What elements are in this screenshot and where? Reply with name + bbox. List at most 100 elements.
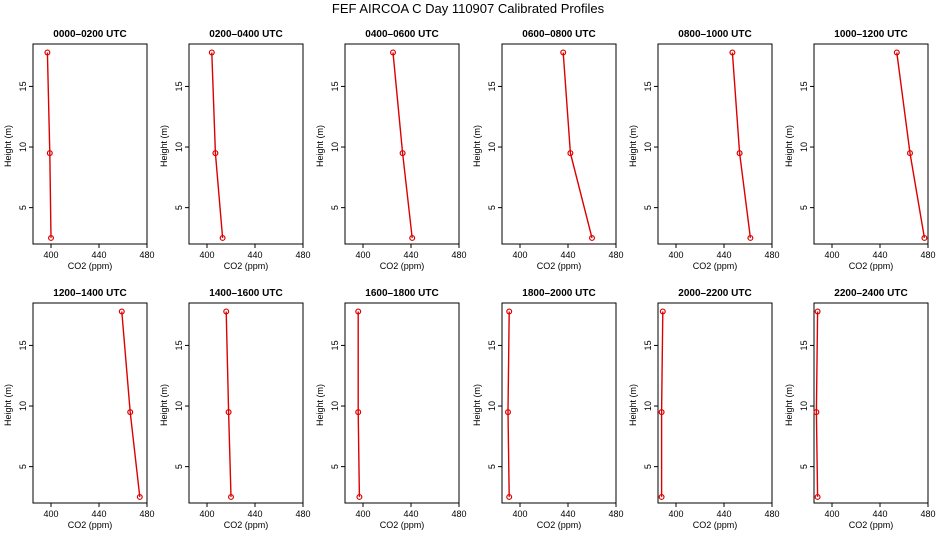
- plot-frame: [188, 43, 304, 245]
- y-tick-label: 10: [18, 142, 28, 152]
- panel-title: 1600–1800 UTC: [365, 288, 438, 299]
- profile-line: [225, 311, 232, 497]
- panel-3: 0400–0600 UTC 400 440 480 5 10 15 CO2 (ppm) Heig…: [315, 29, 467, 271]
- x-tick-label: 440: [91, 509, 106, 519]
- plot-frame: [501, 302, 617, 504]
- y-tick-label: 5: [174, 205, 184, 210]
- y-tick-label: 10: [643, 142, 653, 152]
- data-point: [399, 150, 406, 157]
- y-axis-label: Height (m): [784, 384, 794, 426]
- y-tick-label: 10: [330, 142, 340, 152]
- x-tick-label: 400: [199, 250, 214, 260]
- profile-line: [815, 311, 819, 497]
- y-tick-label: 10: [174, 401, 184, 411]
- panel-10: 1800–2000 UTC 400 440 480 5 10 15 CO2 (ppm) Heig…: [472, 288, 624, 530]
- panel-6: 1000–1200 UTC 400 440 480 5 10 15 CO2 (ppm) Heig…: [784, 29, 936, 271]
- x-tick-label: 480: [139, 250, 154, 260]
- y-tick-label: 15: [799, 81, 809, 91]
- profile-line: [211, 52, 224, 238]
- y-tick-label: 15: [799, 340, 809, 350]
- figure-title: FEF AIRCOA C Day 110907 Calibrated Profi…: [332, 1, 605, 16]
- x-axis-label: CO2 (ppm): [849, 520, 894, 530]
- data-point: [906, 150, 913, 157]
- panel-title: 0800–1000 UTC: [678, 29, 751, 40]
- y-tick-label: 10: [330, 401, 340, 411]
- y-tick-label: 5: [330, 205, 340, 210]
- panel-title: 2000–2200 UTC: [678, 288, 751, 299]
- panel-title: 1800–2000 UTC: [522, 288, 595, 299]
- data-point: [729, 49, 736, 56]
- y-tick-label: 15: [18, 81, 28, 91]
- panel-1: 0000–0200 UTC 400 440 480 5 10 15 CO2 (ppm) Heig…: [3, 29, 155, 271]
- y-axis-label: Height (m): [3, 125, 13, 167]
- x-tick-label: 480: [451, 509, 466, 519]
- data-point: [127, 409, 134, 416]
- x-tick-label: 440: [560, 250, 575, 260]
- x-tick-label: 400: [43, 250, 58, 260]
- y-tick-label: 15: [174, 340, 184, 350]
- x-tick-label: 400: [512, 250, 527, 260]
- x-tick-label: 480: [608, 250, 623, 260]
- data-point: [813, 409, 820, 416]
- x-tick-label: 400: [355, 509, 370, 519]
- data-point: [658, 409, 665, 416]
- y-axis-label: Height (m): [628, 384, 638, 426]
- data-point: [44, 49, 51, 56]
- y-tick-label: 5: [174, 464, 184, 469]
- data-point: [390, 49, 397, 56]
- data-point: [814, 493, 821, 500]
- plot-frame: [188, 302, 304, 504]
- x-tick-label: 440: [91, 250, 106, 260]
- y-tick-label: 10: [487, 401, 497, 411]
- x-axis-label: CO2 (ppm): [537, 261, 582, 271]
- data-point: [223, 308, 230, 315]
- plot-frame: [657, 302, 773, 504]
- plot-frame: [813, 302, 929, 504]
- y-tick-label: 5: [799, 464, 809, 469]
- profile-line: [392, 52, 413, 238]
- x-axis-label: CO2 (ppm): [68, 261, 113, 271]
- y-tick-label: 5: [487, 205, 497, 210]
- x-axis-label: CO2 (ppm): [693, 520, 738, 530]
- panel-11: 2000–2200 UTC 400 440 480 5 10 15 CO2 (ppm) Heig…: [628, 288, 780, 530]
- y-tick-label: 15: [643, 340, 653, 350]
- data-point: [658, 493, 665, 500]
- data-point: [560, 49, 567, 56]
- panel-12: 2200–2400 UTC 400 440 480 5 10 15 CO2 (ppm) Heig…: [784, 288, 936, 530]
- x-tick-label: 400: [824, 509, 839, 519]
- plot-frame: [344, 302, 460, 504]
- x-tick-label: 440: [403, 509, 418, 519]
- y-axis-label: Height (m): [472, 384, 482, 426]
- x-axis-label: CO2 (ppm): [68, 520, 113, 530]
- profile-line: [121, 311, 141, 497]
- x-tick-label: 480: [608, 509, 623, 519]
- data-point: [212, 150, 219, 157]
- panel-title: 2200–2400 UTC: [834, 288, 907, 299]
- data-point: [588, 234, 595, 241]
- plot-frame: [32, 302, 148, 504]
- y-axis-label: Height (m): [784, 125, 794, 167]
- x-tick-label: 400: [668, 509, 683, 519]
- y-tick-label: 5: [643, 205, 653, 210]
- data-point: [47, 234, 54, 241]
- x-tick-label: 440: [247, 250, 262, 260]
- y-tick-label: 5: [18, 464, 28, 469]
- y-tick-label: 5: [330, 464, 340, 469]
- panel-5: 0800–1000 UTC 400 440 480 5 10 15 CO2 (ppm) Heig…: [628, 29, 780, 271]
- y-tick-label: 15: [487, 81, 497, 91]
- x-tick-label: 480: [295, 250, 310, 260]
- profile-line: [507, 311, 510, 497]
- y-axis-label: Height (m): [472, 125, 482, 167]
- panel-title: 1200–1400 UTC: [53, 288, 126, 299]
- data-point: [219, 234, 226, 241]
- data-point: [747, 234, 754, 241]
- data-point: [208, 49, 215, 56]
- profile-line: [896, 52, 926, 239]
- profile-line: [46, 52, 52, 238]
- data-point: [46, 150, 53, 157]
- panel-title: 1400–1600 UTC: [209, 288, 282, 299]
- x-axis-label: CO2 (ppm): [537, 520, 582, 530]
- x-tick-label: 400: [824, 250, 839, 260]
- x-tick-label: 480: [139, 509, 154, 519]
- panel-title: 0200–0400 UTC: [209, 29, 282, 40]
